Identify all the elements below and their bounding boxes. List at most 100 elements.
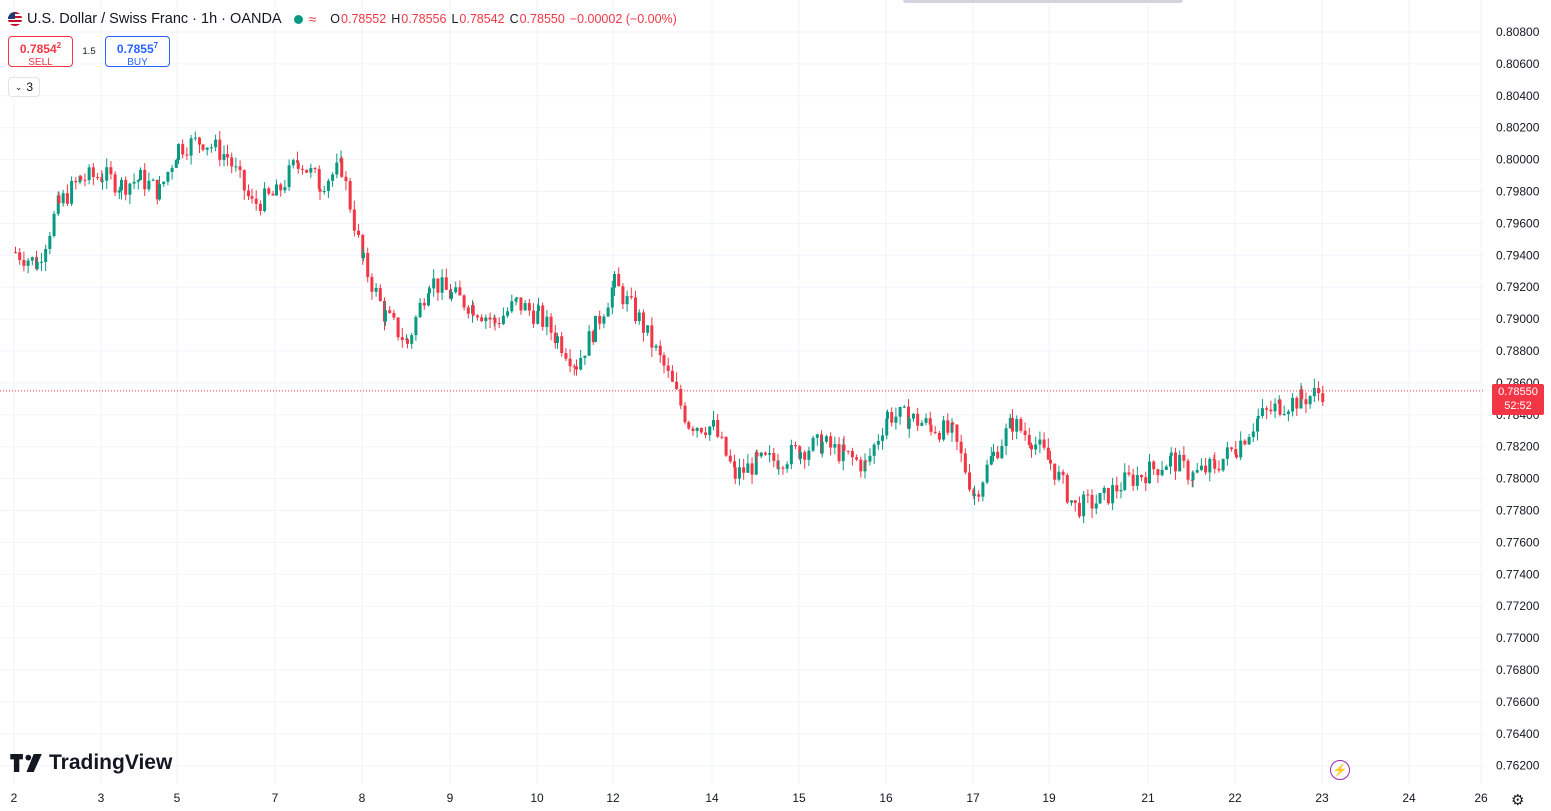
candle [1015,415,1019,440]
candle [920,420,924,427]
candle [166,171,170,186]
y-tick-label: 0.78800 [1496,344,1540,358]
candle-body [313,168,317,170]
candle-body [458,287,462,296]
candle [1077,496,1081,519]
buy-button[interactable]: 0.78557 BUY [105,36,170,68]
candle [318,181,322,200]
candle [440,269,444,300]
x-tick-label: 22 [1228,791,1242,805]
candle-body [222,154,226,160]
candle [785,461,789,473]
candle-body [666,365,670,371]
candle [1291,393,1295,417]
approx-icon[interactable]: ≈ [308,11,317,27]
candle [493,315,497,331]
y-tick-label: 0.79200 [1496,280,1540,294]
candle [985,459,989,485]
candle-body [209,147,213,149]
candle [537,297,540,320]
symbol-title[interactable]: U.S. Dollar / Swiss Franc · 1h · OANDA [27,11,282,27]
candle-body [271,193,275,196]
candle-body [230,157,234,167]
gear-icon[interactable]: ⚙ [1511,792,1525,809]
y-tick-label: 0.80600 [1496,57,1540,71]
candle-body [348,181,352,210]
candle-body [629,296,633,298]
candle-body [950,422,954,433]
indicators-toggle-button[interactable]: ⌄ 3 [8,77,40,97]
candle-body [1090,494,1094,509]
candle-body [1265,408,1269,410]
sell-button[interactable]: 0.78542 SELL [8,36,73,68]
candle-body [1119,490,1123,492]
candle [370,273,374,300]
candle-body [568,358,572,367]
candle [763,451,767,456]
candle-body [621,286,625,305]
candle-body [1160,469,1164,476]
candle [501,307,505,326]
candle-body [981,482,985,497]
candle [1164,464,1168,470]
candle-body [763,452,767,455]
candle-body [247,190,250,197]
candle-body [1182,454,1186,461]
candle-body [352,209,356,231]
candle [1073,500,1077,512]
time-axis[interactable]: 2 3 5 7 8 9 10 12 14 15 16 17 19 21 22 23 24 26 [11,791,1488,805]
candle [1178,450,1182,472]
candle-body [536,310,540,324]
candle-body [193,137,197,139]
candle [776,453,780,471]
candle-body [1065,475,1069,503]
candle-body [794,444,798,447]
candle [185,147,189,160]
price-axis[interactable]: 0.80800 0.80600 0.80400 0.80200 0.80000 0.798… [1496,25,1540,773]
candle-body [768,453,772,455]
candle-body [1094,503,1098,509]
market-status-icon[interactable] [293,14,303,24]
candle-body [181,144,185,155]
candle-body [318,188,322,192]
candle [147,172,151,192]
candle [462,294,466,311]
candle-body [863,460,867,472]
candle-body [1286,411,1290,415]
candle [44,244,48,272]
candle-body [497,323,501,325]
candle-body [1251,431,1255,437]
candle [263,182,267,213]
candle-body [234,166,238,168]
candle-body [1208,458,1212,473]
ohlc-value: 0.78550 [519,12,565,26]
tradingview-logo[interactable]: TradingView [10,751,172,775]
candle-body [1195,469,1199,473]
candle-body [972,489,976,496]
candle-body [79,176,83,180]
candle [532,303,536,328]
candle [634,290,637,324]
candle-body [357,230,361,236]
candle [432,269,436,297]
candle-body [267,188,271,194]
candle [683,402,687,425]
candle-body [911,413,915,419]
top-handle-bar[interactable] [903,0,1183,3]
candle [1034,436,1038,455]
candle [1169,447,1173,466]
candle-body [973,494,976,496]
candle [484,314,488,329]
buy-label: BUY [127,57,148,68]
candle [18,248,22,265]
spread-value: 1.5 [82,46,96,57]
x-tick-label: 9 [447,791,454,805]
x-tick-label: 23 [1315,791,1329,805]
replay-lightning-icon[interactable]: ⚡ [1330,760,1350,780]
candle-body [1106,487,1110,504]
candle [704,426,708,439]
candle [65,184,69,207]
ohlc-item: O0.78552 [330,12,386,26]
candle-body [120,179,123,191]
